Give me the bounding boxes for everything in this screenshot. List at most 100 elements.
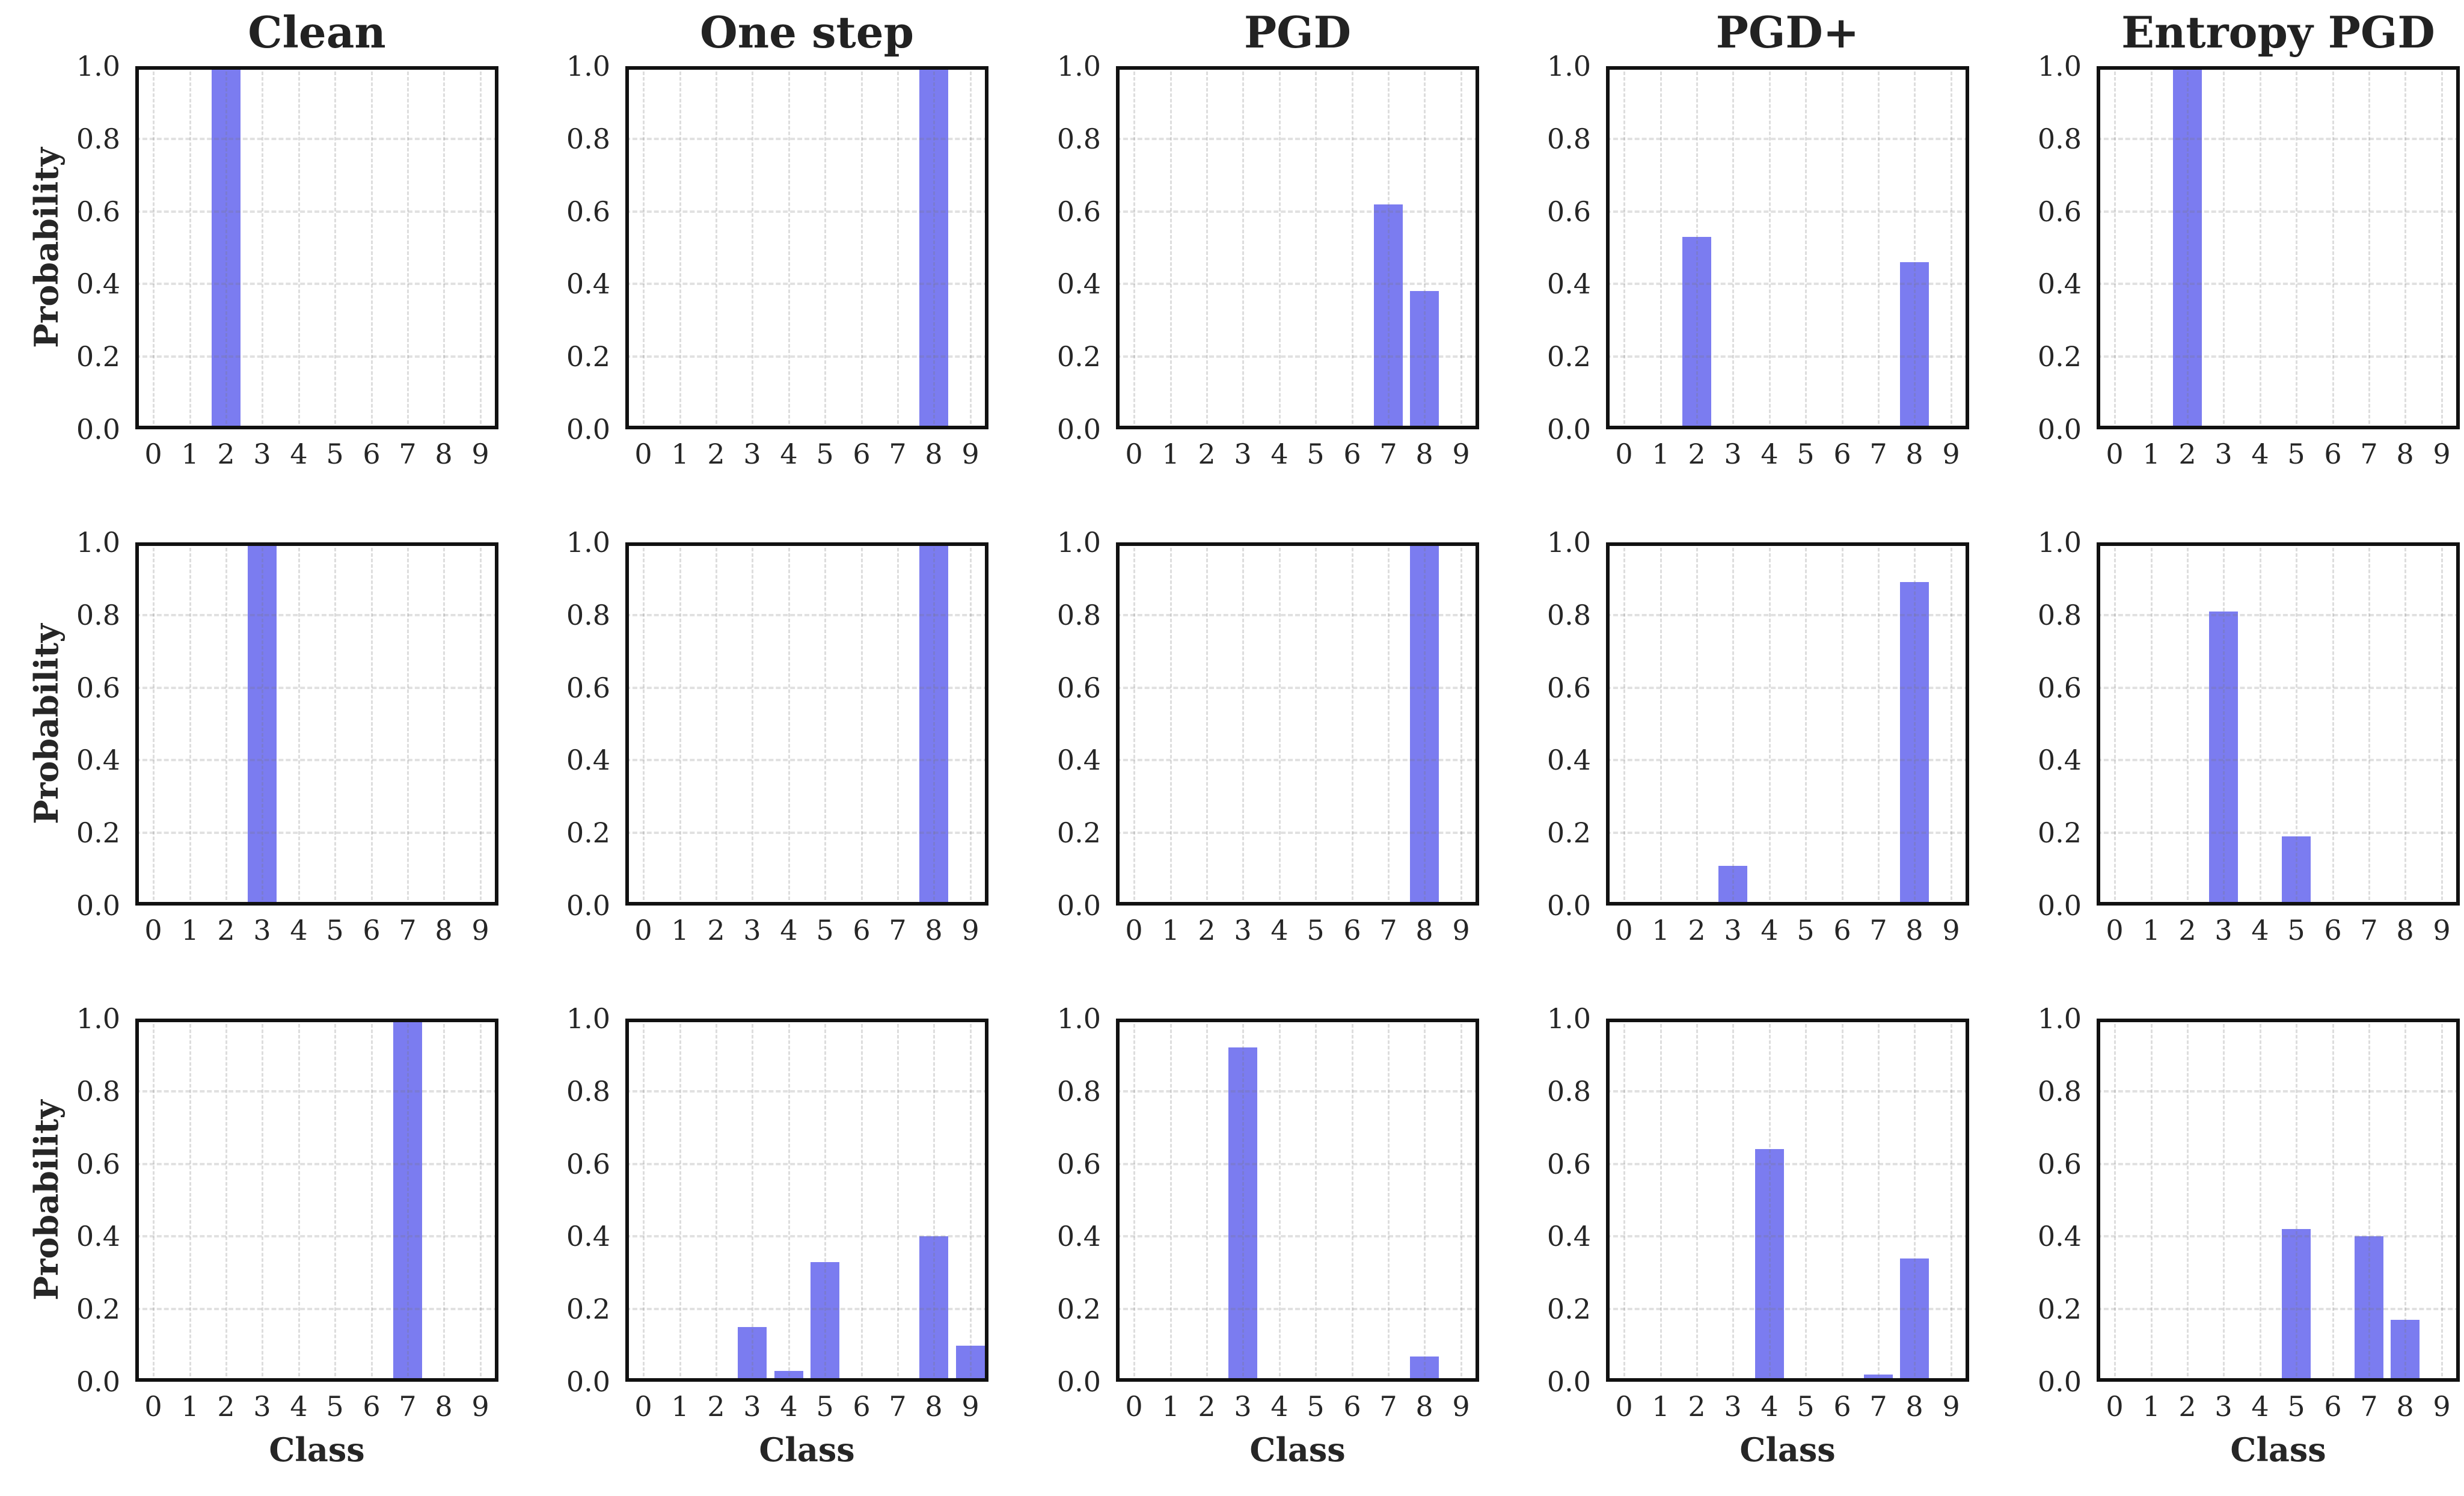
gridline-horizontal [625, 355, 988, 358]
gridline-vertical [679, 1019, 681, 1382]
gridline-vertical [2187, 1019, 2189, 1382]
gridline-vertical [407, 1019, 409, 1382]
xtick-label-1: 1 [1652, 914, 1670, 946]
xtick-label-7: 7 [889, 914, 907, 946]
gridline-horizontal [625, 1163, 988, 1165]
gridline-vertical [861, 542, 863, 906]
xtick-label-9: 9 [471, 1390, 489, 1423]
gridline-horizontal [1606, 1163, 1969, 1165]
xtick-label-0: 0 [1615, 1390, 1633, 1423]
xtick-label-0: 0 [1125, 438, 1143, 470]
plot-area [1606, 542, 1969, 906]
ytick-label-0.6: 0.6 [566, 672, 610, 704]
gridline-vertical [1805, 66, 1807, 429]
gridline-vertical [788, 542, 790, 906]
bar-class-7 [1374, 204, 1403, 429]
xtick-label-9: 9 [2433, 914, 2451, 946]
gridline-vertical [933, 542, 935, 906]
gridline-vertical [1660, 66, 1662, 429]
xtick-label-7: 7 [1869, 1390, 1887, 1423]
xtick-label-3: 3 [743, 438, 761, 470]
gridline-vertical [407, 66, 409, 429]
bar-class-8 [1900, 582, 1929, 906]
xtick-label-8: 8 [2396, 1390, 2414, 1423]
gridline-vertical [1769, 1019, 1771, 1382]
gridline-vertical [752, 1019, 753, 1382]
xtick-label-2: 2 [217, 438, 235, 470]
gridline-horizontal [135, 1235, 498, 1237]
xtick-label-4: 4 [1761, 1390, 1779, 1423]
ytick-label-1.0: 1.0 [566, 526, 610, 559]
xtick-label-6: 6 [1833, 1390, 1851, 1423]
xtick-label-8: 8 [1905, 438, 1923, 470]
xtick-label-3: 3 [743, 914, 761, 946]
gridline-vertical [970, 542, 972, 906]
gridline-vertical [2441, 66, 2443, 429]
ytick-label-1.0: 1.0 [1056, 1002, 1101, 1035]
gridline-vertical [334, 66, 336, 429]
bar-class-3 [248, 542, 277, 906]
plot-area [625, 542, 988, 906]
xtick-label-4: 4 [780, 914, 798, 946]
gridline-horizontal [1606, 759, 1969, 761]
gridline-vertical [153, 66, 155, 429]
gridline-horizontal [135, 355, 498, 358]
gridline-vertical [1206, 542, 1208, 906]
plot-area [1116, 66, 1479, 429]
xtick-label-6: 6 [853, 438, 871, 470]
gridline-vertical [189, 66, 191, 429]
gridline-vertical [2223, 1019, 2225, 1382]
xtick-label-5: 5 [2287, 438, 2305, 470]
gridline-horizontal [625, 687, 988, 689]
plot-area [135, 542, 498, 906]
gridline-vertical [2368, 66, 2370, 429]
gridline-vertical [2151, 1019, 2153, 1382]
subplot-r2c1: 0.0 0.2 0.4 0.6 0.8 1.0 0 1 2 3 4 5 6 7 8 9 Probability [27, 527, 498, 945]
ytick-label-0.2: 0.2 [566, 817, 610, 849]
subplot-r1c2: 0.0 0.2 0.4 0.6 0.8 1.0 0 1 2 3 4 5 6 7 8 9 One step [566, 8, 988, 469]
xtick-label-6: 6 [363, 1390, 381, 1423]
gridline-horizontal [135, 759, 498, 761]
xtick-label-6: 6 [1343, 1390, 1361, 1423]
xtick-label-5: 5 [2287, 1390, 2305, 1423]
bar-class-2 [212, 66, 241, 429]
gridline-vertical [1805, 542, 1807, 906]
xtick-label-2: 2 [1688, 1390, 1706, 1423]
gridline-horizontal [1606, 1308, 1969, 1310]
bar-class-8 [1900, 1258, 1929, 1382]
gridline-horizontal [1116, 614, 1479, 616]
subplot-r1c1: 0.0 0.2 0.4 0.6 0.8 1.0 0 1 2 3 4 5 6 7 8 9 Clean Probabi… [27, 8, 498, 469]
gridline-vertical [716, 66, 717, 429]
xtick-label-2: 2 [1198, 438, 1216, 470]
gridline-vertical [371, 542, 373, 906]
xtick-label-7: 7 [2360, 1390, 2378, 1423]
ytick-label-0.8: 0.8 [2037, 123, 2082, 155]
xtick-label-6: 6 [853, 914, 871, 946]
xtick-label-5: 5 [1307, 438, 1325, 470]
gridline-horizontal [2097, 1090, 2460, 1093]
gridline-horizontal [2097, 1235, 2460, 1237]
ytick-label-1.0: 1.0 [76, 526, 120, 559]
ytick-label-1.0: 1.0 [76, 50, 120, 82]
xtick-label-7: 7 [889, 438, 907, 470]
gridline-vertical [225, 66, 227, 429]
ytick-label-0.6: 0.6 [76, 672, 120, 704]
subplot-title: Clean [248, 7, 386, 58]
xtick-label-5: 5 [1797, 1390, 1815, 1423]
gridline-horizontal [1606, 1090, 1969, 1093]
gridline-vertical [1842, 1019, 1843, 1382]
ytick-label-0.4: 0.4 [76, 1220, 120, 1252]
ytick-label-0.8: 0.8 [1546, 123, 1591, 155]
gridline-vertical [1352, 66, 1353, 429]
bar-class-5 [2282, 836, 2311, 906]
ytick-label-0.6: 0.6 [2037, 195, 2082, 228]
bar-class-2 [1682, 237, 1711, 429]
subplot-r2c3: 0.0 0.2 0.4 0.6 0.8 1.0 0 1 2 3 4 5 6 7 8 9 [1057, 527, 1479, 945]
y-axis-label: Probability [27, 1100, 66, 1301]
ytick-label-0.4: 0.4 [566, 1220, 610, 1252]
xtick-label-7: 7 [399, 914, 417, 946]
ytick-label-1.0: 1.0 [2037, 50, 2082, 82]
xtick-label-7: 7 [1869, 438, 1887, 470]
xtick-label-7: 7 [2360, 914, 2378, 946]
